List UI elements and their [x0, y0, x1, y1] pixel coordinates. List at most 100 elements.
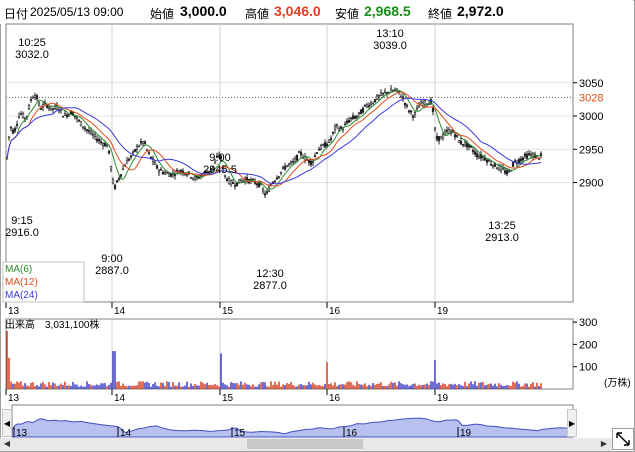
- volume-bar: [138, 381, 140, 389]
- date-tick-label: 19: [437, 393, 449, 404]
- volume-bar: [198, 385, 200, 389]
- volume-bar: [354, 385, 356, 389]
- date-tick-label: 16: [329, 306, 341, 317]
- volume-bar: [458, 384, 460, 389]
- volume-panel: [5, 318, 574, 390]
- volume-bar: [514, 382, 516, 389]
- candle-body: [297, 151, 301, 153]
- candle-body: [319, 144, 323, 150]
- volume-bar: [94, 385, 96, 389]
- volume-bar: [324, 384, 326, 389]
- volume-bar: [290, 381, 292, 389]
- candle-body: [389, 88, 393, 92]
- volume-bar: [518, 383, 520, 389]
- candle-body: [415, 107, 419, 110]
- reference-price-label: 3028: [579, 92, 603, 104]
- candle-body: [261, 188, 265, 192]
- date-tick-label: 16: [329, 393, 341, 404]
- scroll-right-arrow-icon[interactable]: ▶: [600, 439, 608, 448]
- volume-bar: [110, 382, 112, 389]
- price-tick-label: 2900: [579, 178, 603, 190]
- volume-bar: [424, 384, 426, 389]
- candle-body: [459, 140, 463, 145]
- candle-body: [431, 107, 435, 112]
- candle-body: [345, 120, 349, 124]
- candle-body: [107, 150, 111, 154]
- volume-bar: [326, 362, 328, 389]
- candle-body: [417, 105, 421, 108]
- candle-body: [497, 165, 501, 170]
- candle-body: [463, 141, 467, 146]
- volume-bar: [172, 382, 174, 389]
- candle-body: [167, 173, 171, 177]
- candle-body: [207, 170, 211, 173]
- candle-body: [9, 126, 13, 129]
- overview-scroll-right-button[interactable]: ▶: [567, 409, 577, 437]
- candle-body: [491, 164, 495, 168]
- candle-body: [395, 88, 399, 91]
- candle-body: [351, 115, 355, 119]
- volume-bar: [288, 383, 290, 389]
- candle-body: [133, 149, 137, 152]
- volume-bar: [154, 382, 156, 389]
- annotation-price-label: 3039.0: [373, 40, 407, 52]
- volume-bar: [144, 382, 146, 389]
- candle-body: [295, 154, 299, 161]
- candle-body: [259, 183, 263, 186]
- overview-date-label: 14: [120, 428, 132, 439]
- volume-bar: [478, 382, 480, 389]
- volume-bar: [360, 384, 362, 389]
- horizontal-scrollbar[interactable]: ◀ ▶: [0, 438, 612, 451]
- legend-item-label: MA(24): [5, 290, 38, 301]
- candle-body: [95, 138, 99, 142]
- candle-body: [17, 115, 21, 119]
- volume-bar: [296, 386, 298, 389]
- volume-bar: [486, 384, 488, 389]
- volume-bar: [176, 385, 178, 389]
- candle-body: [503, 170, 507, 174]
- volume-bar: [302, 385, 304, 389]
- volume-bar: [130, 385, 132, 389]
- volume-bar: [278, 381, 280, 389]
- candle-body: [441, 134, 445, 139]
- volume-bar: [396, 385, 398, 389]
- scroll-left-arrow-icon[interactable]: ◀: [3, 439, 11, 448]
- candle-body: [169, 173, 173, 177]
- candle-body: [37, 102, 41, 106]
- volume-bar: [474, 381, 476, 389]
- candle-body: [223, 174, 227, 177]
- volume-bar: [50, 385, 52, 389]
- volume-bar: [312, 382, 314, 389]
- candle-body: [241, 179, 245, 182]
- candle-body: [85, 129, 89, 131]
- overview-scroll-left-button[interactable]: ◀: [2, 409, 12, 437]
- candle-body: [349, 117, 353, 120]
- expand-icon: [616, 432, 630, 446]
- candle-body: [33, 95, 37, 98]
- candle-body: [311, 161, 315, 163]
- volume-bar: [536, 382, 538, 389]
- candle-body: [149, 156, 153, 159]
- candle-body: [285, 165, 289, 168]
- volume-bar: [286, 383, 288, 389]
- volume-bar: [510, 386, 512, 389]
- volume-bar: [114, 351, 116, 389]
- candle-body: [371, 102, 375, 105]
- candle-body: [525, 153, 529, 159]
- candle-body: [283, 166, 287, 170]
- expand-chart-button[interactable]: [612, 428, 634, 450]
- volume-bar: [204, 384, 206, 389]
- volume-bar: [438, 382, 440, 389]
- volume-bar: [262, 381, 264, 389]
- scrollbar-thumb[interactable]: [247, 439, 363, 449]
- candle-body: [29, 99, 33, 101]
- annotation-time-label: 10:25: [18, 37, 46, 49]
- candle-body: [103, 143, 107, 147]
- volume-bar: [476, 385, 478, 389]
- volume-bar: [310, 384, 312, 389]
- candle-body: [347, 119, 351, 123]
- volume-bar: [194, 384, 196, 389]
- volume-bar: [232, 382, 234, 389]
- candle-body: [423, 100, 427, 105]
